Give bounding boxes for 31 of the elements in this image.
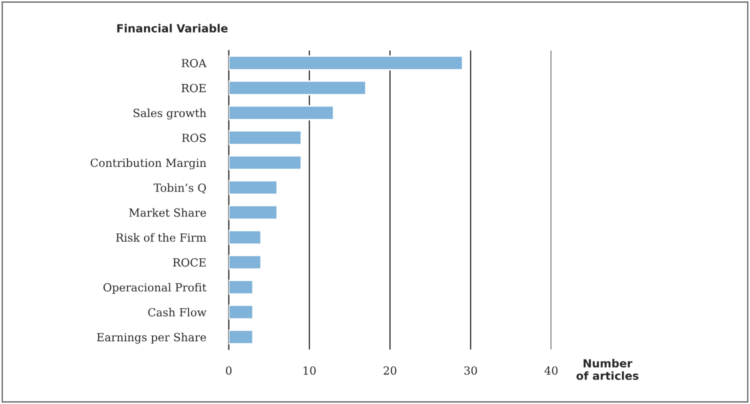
x-tick-label: 30 bbox=[464, 366, 477, 375]
x-tick-label: 0 bbox=[226, 366, 232, 375]
y-tick-label: ROA bbox=[182, 58, 207, 68]
y-tick-label: Operacional Profit bbox=[103, 282, 206, 294]
bar bbox=[228, 329, 254, 345]
bar bbox=[228, 55, 464, 71]
x-axis-title: Number of articles bbox=[576, 358, 638, 380]
x-tick-label: 40 bbox=[544, 366, 558, 375]
x-tick-label: 20 bbox=[384, 366, 396, 375]
y-tick-label: Market Share bbox=[129, 208, 206, 217]
bar bbox=[228, 80, 367, 96]
y-axis-title: Financial Variable bbox=[117, 24, 228, 32]
bar bbox=[228, 204, 278, 220]
bar bbox=[228, 254, 262, 270]
y-tick-label: ROCE bbox=[173, 258, 206, 267]
y-tick-label: Earnings per Share bbox=[97, 332, 206, 344]
bar bbox=[228, 130, 302, 146]
bar bbox=[228, 230, 262, 245]
y-tick-label: ROS bbox=[182, 134, 206, 142]
y-tick-label: Sales growth bbox=[134, 108, 206, 120]
bar bbox=[228, 155, 302, 170]
bar bbox=[228, 280, 254, 295]
y-tick-label: Contribution Margin bbox=[90, 158, 206, 170]
bar bbox=[228, 105, 334, 120]
y-tick-label: Tobin’s Q bbox=[154, 183, 206, 194]
bar bbox=[228, 304, 254, 320]
y-tick-label: ROE bbox=[182, 84, 206, 92]
y-tick-label: Risk of the Firm bbox=[116, 233, 206, 242]
x-tick-label: 10 bbox=[304, 366, 316, 375]
bar bbox=[228, 180, 278, 196]
y-tick-label: Cash Flow bbox=[148, 308, 206, 316]
